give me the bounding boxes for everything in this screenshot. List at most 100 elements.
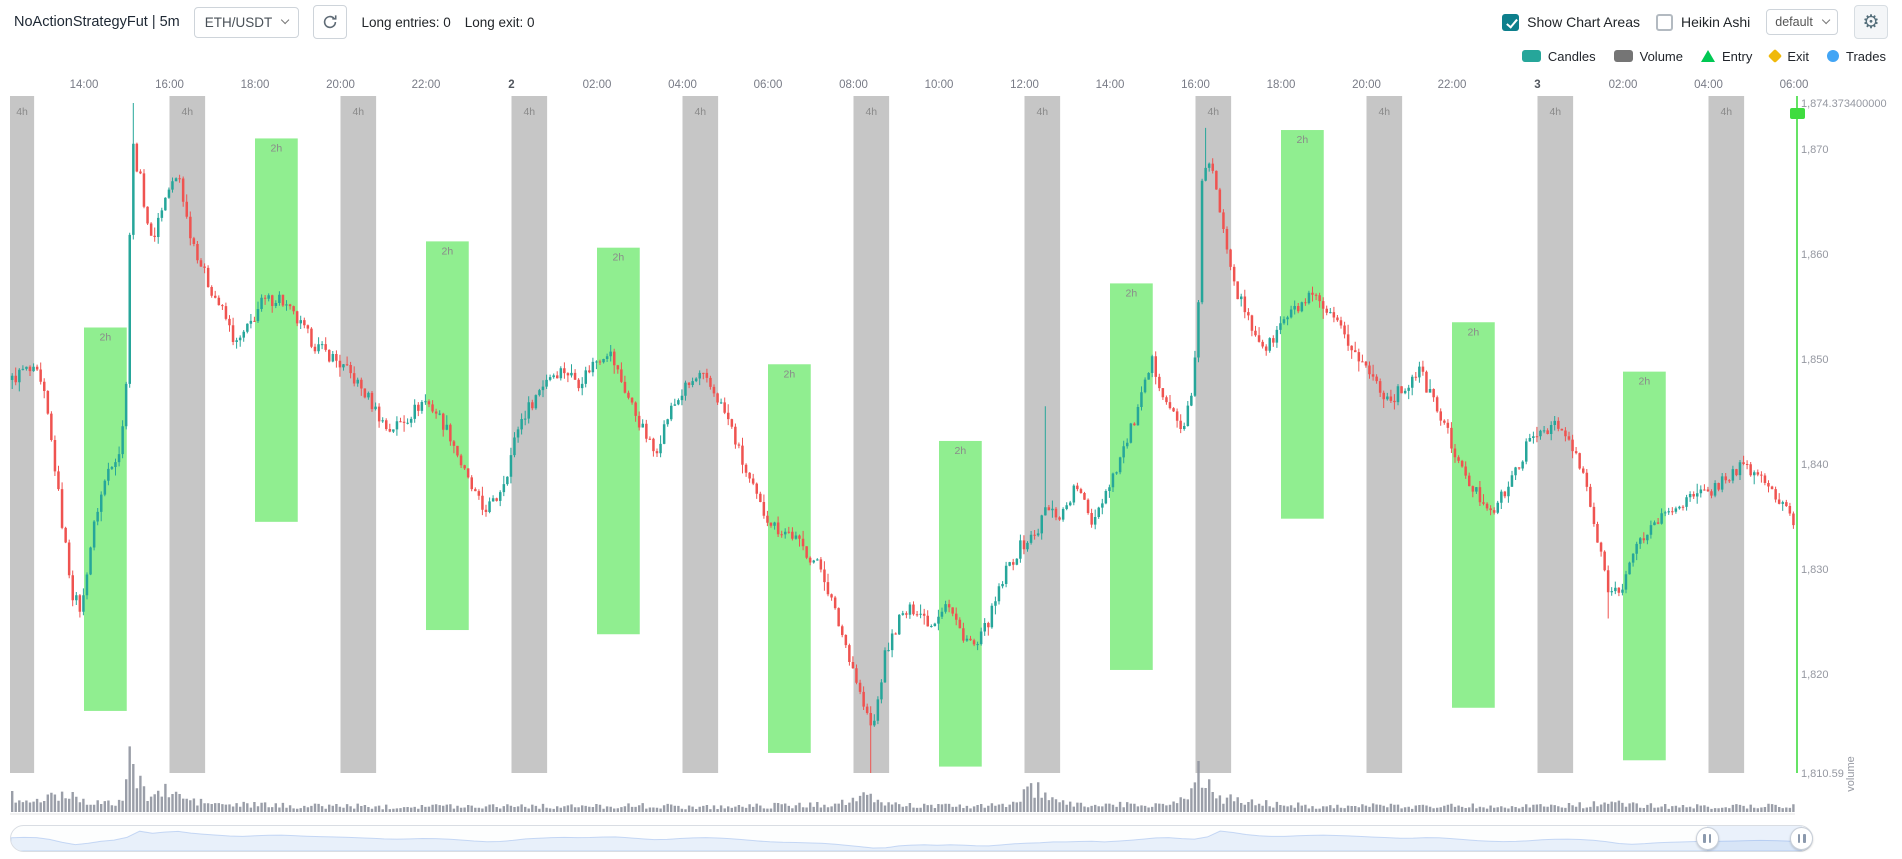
navigator-selected-range[interactable] bbox=[1707, 826, 1802, 851]
legend-label: Candles bbox=[1547, 48, 1596, 64]
svg-text:20:00: 20:00 bbox=[326, 79, 355, 91]
chart-area-2h bbox=[84, 327, 127, 711]
svg-text:volume: volume bbox=[1845, 756, 1857, 791]
svg-text:2h: 2h bbox=[1126, 287, 1138, 299]
svg-text:18:00: 18:00 bbox=[241, 79, 270, 91]
legend-label: Exit bbox=[1787, 48, 1810, 64]
chart-area-2h bbox=[426, 241, 469, 631]
chart-legend: Candles Volume Entry Exit Trades bbox=[0, 44, 1902, 68]
svg-text:22:00: 22:00 bbox=[1438, 79, 1467, 91]
pause-icon bbox=[1703, 834, 1706, 843]
legend-label: Trades bbox=[1846, 48, 1886, 64]
strategy-title: NoActionStrategyFut | 5m bbox=[14, 14, 180, 30]
svg-text:18:00: 18:00 bbox=[1267, 79, 1296, 91]
svg-text:2h: 2h bbox=[442, 245, 454, 257]
exit-diamond-icon bbox=[1768, 48, 1783, 64]
svg-text:4h: 4h bbox=[1720, 106, 1732, 118]
svg-text:02:00: 02:00 bbox=[583, 79, 612, 91]
gear-icon: ⚙ bbox=[1862, 11, 1880, 33]
chart-area-4h bbox=[1708, 96, 1745, 773]
heikin-ashi-checkbox[interactable]: Heikin Ashi bbox=[1656, 13, 1750, 31]
legend-item-volume: Volume bbox=[1613, 48, 1683, 64]
chart-area-4h bbox=[1024, 96, 1061, 773]
svg-text:2h: 2h bbox=[955, 445, 967, 457]
toolbar: NoActionStrategyFut | 5m ETH/USDT Long e… bbox=[0, 0, 1902, 44]
svg-text:20:00: 20:00 bbox=[1352, 79, 1381, 91]
navigator-handle-right[interactable] bbox=[1790, 827, 1814, 850]
svg-text:08:00: 08:00 bbox=[839, 79, 868, 91]
svg-text:2h: 2h bbox=[1297, 134, 1309, 146]
axes-layer: 14:00 16:00 18:00 20:00 22:00 2 02:00 04:00 06:0… bbox=[70, 79, 1887, 792]
strategy-chart[interactable]: 4h 4h 4h 4h 4h 4h 4h 4h 4h 4h 4h2h2h2h2h2h2h2h2h2h… bbox=[0, 68, 1902, 822]
svg-text:2: 2 bbox=[508, 79, 514, 91]
chart-area-2h bbox=[1452, 322, 1495, 708]
chart-area-2h bbox=[939, 440, 982, 767]
svg-text:04:00: 04:00 bbox=[668, 79, 697, 91]
settings-button[interactable]: ⚙ bbox=[1854, 5, 1888, 39]
legend-label: Entry bbox=[1722, 48, 1753, 64]
svg-text:14:00: 14:00 bbox=[70, 79, 99, 91]
pair-select[interactable]: ETH/USDT bbox=[193, 6, 300, 38]
svg-text:1,870: 1,870 bbox=[1801, 144, 1829, 156]
svg-text:10:00: 10:00 bbox=[925, 79, 954, 91]
svg-text:2h: 2h bbox=[1468, 326, 1480, 338]
svg-text:22:00: 22:00 bbox=[412, 79, 441, 91]
legend-label: Volume bbox=[1639, 48, 1683, 64]
chart-area-2h bbox=[1281, 130, 1324, 519]
svg-text:1,810.59: 1,810.59 bbox=[1801, 768, 1844, 780]
svg-text:16:00: 16:00 bbox=[1181, 79, 1210, 91]
volume-layer bbox=[10, 746, 1795, 815]
pause-icon bbox=[1803, 834, 1806, 843]
svg-text:2h: 2h bbox=[613, 252, 625, 264]
checkbox-unchecked-icon bbox=[1656, 13, 1674, 31]
chart-area-4h bbox=[10, 96, 35, 773]
chevron-down-icon bbox=[1821, 16, 1831, 25]
legend-item-entry: Entry bbox=[1701, 49, 1752, 64]
preset-select[interactable]: default bbox=[1766, 9, 1838, 35]
svg-text:1,840: 1,840 bbox=[1801, 459, 1829, 471]
chart-areas-2h-layer: 2h 2h 2h 2h 2h 2h 2h 2h 2h 2h bbox=[84, 130, 1666, 767]
navigator-handle-left[interactable] bbox=[1695, 827, 1719, 850]
trades-circle-icon bbox=[1827, 50, 1840, 62]
svg-text:4h: 4h bbox=[181, 106, 193, 118]
legend-item-exit: Exit bbox=[1768, 48, 1810, 64]
svg-text:14:00: 14:00 bbox=[1096, 79, 1125, 91]
svg-text:02:00: 02:00 bbox=[1609, 79, 1638, 91]
refresh-icon bbox=[324, 15, 337, 29]
svg-text:4h: 4h bbox=[865, 106, 877, 118]
toolbar-right: Show Chart Areas Heikin Ashi default ⚙ bbox=[1502, 5, 1888, 39]
navigator-scrollbar[interactable] bbox=[10, 825, 1814, 852]
chart-area-2h bbox=[768, 364, 811, 753]
svg-text:4h: 4h bbox=[1378, 106, 1390, 118]
chart-area-4h bbox=[1537, 96, 1574, 773]
svg-text:1,830: 1,830 bbox=[1801, 564, 1829, 576]
svg-text:2h: 2h bbox=[784, 368, 796, 380]
svg-text:2h: 2h bbox=[271, 142, 283, 154]
show-chart-areas-checkbox[interactable]: Show Chart Areas bbox=[1502, 13, 1640, 31]
preset-select-value: default bbox=[1775, 15, 1813, 29]
svg-text:4h: 4h bbox=[1207, 106, 1219, 118]
svg-text:4h: 4h bbox=[352, 106, 364, 118]
chart-area-2h bbox=[1110, 283, 1153, 670]
current-price-tag bbox=[1790, 108, 1805, 119]
svg-text:4h: 4h bbox=[694, 106, 706, 118]
svg-text:4h: 4h bbox=[1036, 106, 1048, 118]
svg-text:4h: 4h bbox=[1549, 106, 1561, 118]
chevron-down-icon bbox=[280, 16, 290, 25]
entry-triangle-icon bbox=[1701, 50, 1715, 62]
svg-text:1,850: 1,850 bbox=[1801, 354, 1829, 366]
chart-area-2h bbox=[255, 138, 298, 522]
legend-item-candles: Candles bbox=[1521, 48, 1596, 64]
pause-icon bbox=[1797, 834, 1801, 843]
chart-area-4h bbox=[169, 96, 206, 773]
volume-swatch-icon bbox=[1613, 50, 1633, 62]
long-entries-stat: Long entries: 0 bbox=[361, 14, 451, 30]
svg-text:1,860: 1,860 bbox=[1801, 249, 1829, 261]
svg-text:1,820: 1,820 bbox=[1801, 669, 1829, 681]
chart-area-4h bbox=[1366, 96, 1403, 773]
pause-icon bbox=[1708, 834, 1712, 843]
navigator-minimap bbox=[11, 830, 1812, 851]
refresh-button[interactable] bbox=[313, 5, 348, 39]
toolbar-left: NoActionStrategyFut | 5m ETH/USDT Long e… bbox=[14, 5, 535, 39]
svg-text:16:00: 16:00 bbox=[155, 79, 184, 91]
